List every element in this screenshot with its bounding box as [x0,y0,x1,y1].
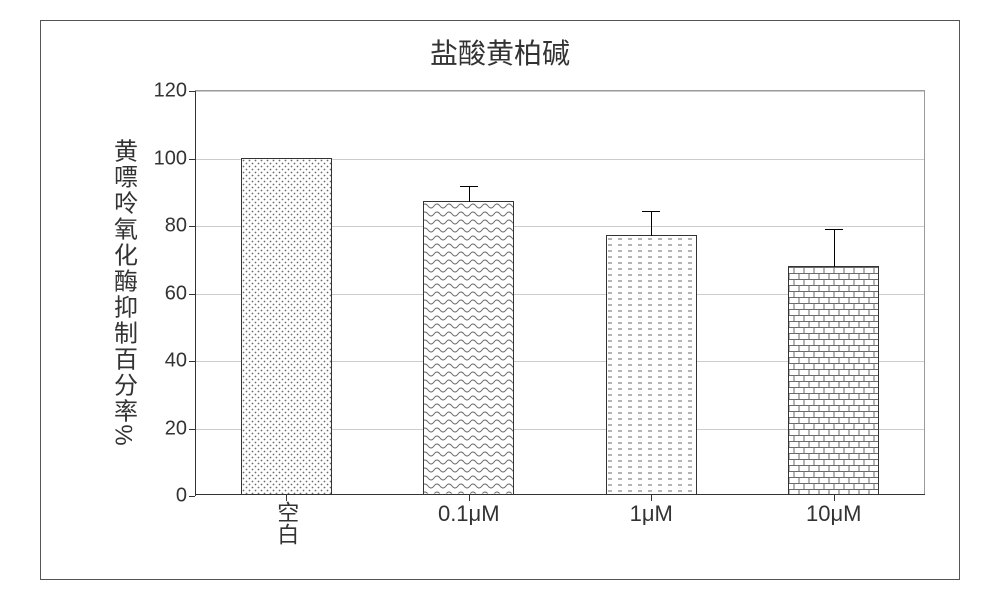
x-tick-label: 10μM [806,501,861,527]
gridline [195,91,924,92]
error-bar [834,229,835,266]
x-tick-label: 空白 [270,501,302,545]
y-tick-label: 100 [154,147,195,170]
y-tick-label: 120 [154,80,195,103]
bar [788,266,879,496]
plot-area: 020406080100120空白0.1μM1μM10μM [195,90,925,495]
x-tick-label: 0.1μM [438,501,500,527]
chart-title: 盐酸黄柏碱 [0,32,1000,72]
figure-root: 盐酸黄柏碱 020406080100120空白0.1μM1μM10μM 黄嘌呤氧… [0,0,1000,608]
y-tick-label: 40 [165,350,195,373]
x-tick-label: 1μM [630,501,673,527]
bar [606,235,697,495]
bar [423,201,514,495]
y-axis-label: 黄嘌呤氧化酶抑制百分率% [106,138,141,447]
y-tick-label: 20 [165,417,195,440]
y-tick-label: 60 [165,282,195,305]
error-cap [825,229,843,230]
error-cap [460,186,478,187]
y-tick-label: 80 [165,215,195,238]
bar [241,158,332,496]
y-tick-label: 0 [176,485,195,508]
error-bar [469,186,470,203]
error-cap [642,211,660,212]
y-axis-line [195,91,196,496]
error-bar [651,211,652,236]
